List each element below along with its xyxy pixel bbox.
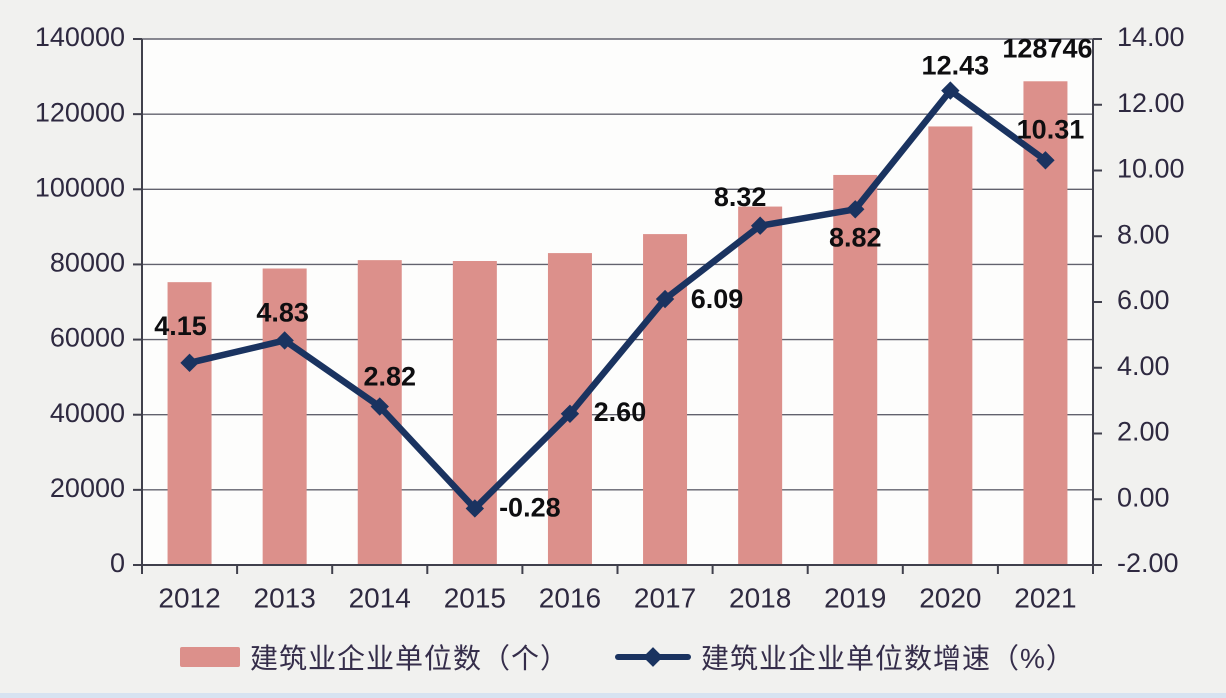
x-axis-tick-label: 2019 (824, 582, 886, 613)
line-data-label: 2.82 (363, 362, 416, 392)
bar-series-legend-label: 建筑业企业单位数（个） (250, 643, 570, 674)
left-axis-tick-label: 20000 (50, 473, 125, 503)
bar (167, 282, 212, 565)
right-axis-tick-label: 0.00 (1117, 482, 1170, 512)
x-axis-tick-label: 2017 (634, 582, 696, 613)
right-axis-tick-label: 10.00 (1117, 154, 1185, 184)
line-data-label: 10.31 (1017, 114, 1085, 144)
line-data-label: 8.32 (714, 182, 767, 212)
left-axis-tick-label: 0 (110, 548, 125, 578)
right-axis-tick-label: -2.00 (1117, 548, 1179, 578)
right-axis-tick-label: 6.00 (1117, 285, 1170, 315)
left-axis-tick-label: 140000 (35, 22, 125, 52)
x-axis-tick-label: 2015 (444, 582, 506, 613)
line-marker (750, 216, 770, 235)
line-marker (180, 353, 199, 373)
x-axis-tick-label: 2013 (254, 582, 316, 613)
combo-chart: 0 20000 40000 60000 80000 100000 120000 140000 -… (35, 22, 1185, 613)
line-marker (275, 331, 294, 350)
legend-item-line-series: 建筑业企业单位数增速（%） (615, 637, 1075, 677)
line-data-label: 8.82 (829, 222, 882, 252)
bar (452, 260, 497, 565)
right-axis-tick-label: 8.00 (1117, 219, 1170, 249)
x-axis-tick-label: 2020 (919, 582, 981, 613)
left-axis-tick-label: 100000 (35, 172, 125, 202)
line-data-label: 12.43 (922, 51, 990, 81)
bar-series-swatch-icon (180, 647, 240, 667)
right-axis-tick-label: 4.00 (1117, 351, 1170, 381)
line-marker (846, 200, 865, 219)
line-data-label: 6.09 (691, 284, 744, 314)
x-axis-tick-label: 2012 (158, 582, 220, 613)
line-marker (1036, 151, 1055, 170)
line-data-label: 2.60 (594, 397, 647, 427)
line-series-legend-label: 建筑业企业单位数增速（%） (701, 643, 1075, 674)
right-axis-tick-label: 14.00 (1117, 22, 1185, 52)
line-series-swatch-icon (615, 647, 692, 667)
x-axis-tick-label: 2021 (1014, 582, 1076, 613)
bar (262, 268, 307, 565)
x-axis-tick-label: 2014 (349, 582, 411, 613)
bar (738, 206, 783, 566)
line-series (186, 87, 1049, 512)
line-data-label: 4.83 (256, 298, 309, 328)
left-axis-tick-label: 40000 (50, 398, 125, 428)
line-marker (370, 397, 389, 416)
chart-legend: 建筑业企业单位数（个） 建筑业企业单位数增速（%） (180, 637, 1075, 677)
x-axis-tick-label: 2016 (539, 582, 601, 613)
left-axis-tick-label: 60000 (50, 323, 125, 353)
left-axis-tick-label: 80000 (50, 248, 125, 278)
bar (833, 174, 878, 565)
bar (928, 126, 973, 565)
x-axis-tick-label: 2018 (729, 582, 791, 613)
line-marker (941, 81, 960, 100)
legend-item-bar-series: 建筑业企业单位数（个） (180, 637, 569, 677)
line-data-label: 4.15 (154, 311, 207, 341)
line-data-label: -0.28 (499, 493, 561, 523)
right-axis-tick-label: 2.00 (1117, 417, 1170, 447)
right-axis-tick-label: 12.00 (1117, 88, 1185, 118)
left-axis-tick-label: 120000 (35, 97, 125, 127)
line-marker (655, 289, 675, 309)
bar-data-label: 128746 (1002, 33, 1092, 63)
line-marker (560, 404, 580, 423)
bottom-edge-strip (0, 693, 1226, 698)
